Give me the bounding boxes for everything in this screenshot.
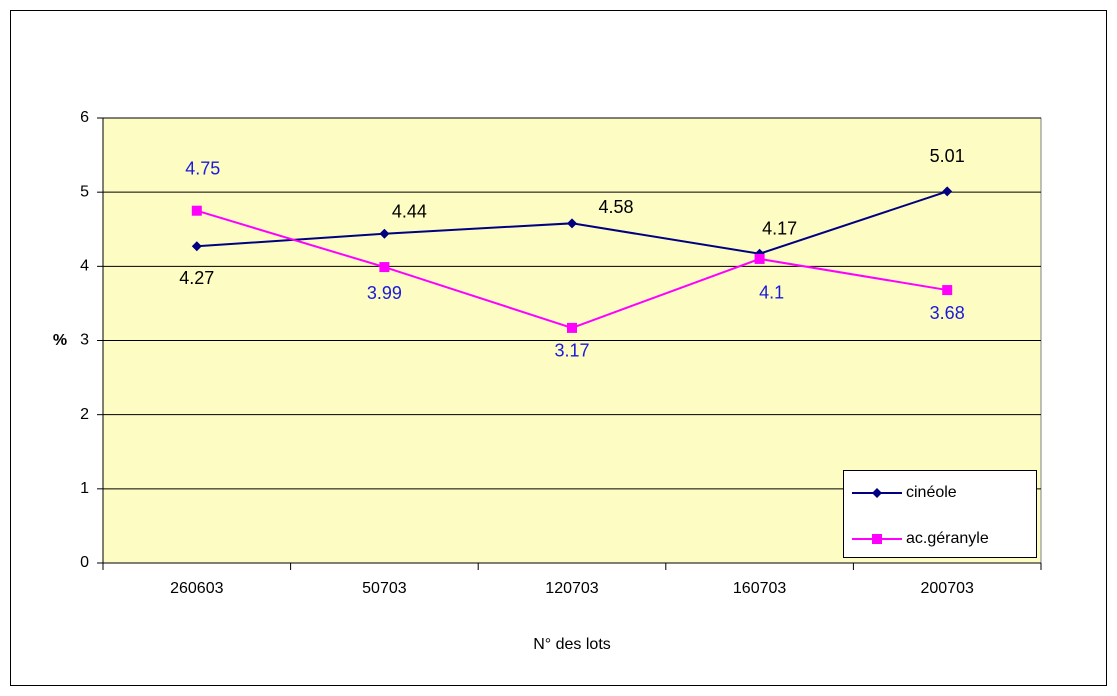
y-tick-label: 1: [80, 480, 89, 497]
data-point: [567, 218, 577, 229]
data-point: [942, 285, 953, 296]
data-label: 4.44: [392, 201, 427, 221]
data-point: [379, 262, 390, 273]
y-axis-label: %: [53, 332, 67, 349]
data-label: 5.01: [930, 146, 965, 166]
data-label: 4.75: [185, 158, 220, 178]
data-label: 4.17: [762, 218, 797, 238]
x-tick-label: 160703: [733, 580, 786, 597]
y-tick-label: 3: [80, 332, 89, 349]
x-axis-label: N° des lots: [533, 636, 611, 653]
data-label: 4.27: [179, 268, 214, 288]
data-label: 3.17: [554, 341, 589, 361]
x-tick-label: 200703: [921, 580, 974, 597]
y-tick-label: 6: [80, 109, 89, 126]
data-point: [379, 228, 390, 239]
data-point: [191, 241, 202, 252]
x-tick-label: 120703: [545, 580, 598, 597]
data-label: 4.1: [759, 283, 784, 303]
y-tick-label: 5: [80, 183, 89, 200]
legend-label: cinéole: [906, 484, 957, 501]
y-tick-label: 0: [80, 554, 89, 571]
legend-marker: [872, 534, 882, 544]
y-tick-label: 2: [80, 406, 89, 423]
data-point: [942, 186, 953, 197]
data-point: [567, 322, 577, 333]
data-label: 3.99: [367, 283, 402, 303]
y-tick-label: 4: [80, 258, 89, 275]
data-point: [754, 253, 765, 264]
data-point: [191, 205, 202, 216]
x-tick-label: 260603: [170, 580, 223, 597]
legend-marker: [872, 488, 882, 498]
data-label: 3.68: [930, 303, 965, 323]
legend-label: ac.géranyle: [906, 530, 989, 547]
data-label: 4.58: [598, 197, 633, 217]
x-tick-label: 50703: [362, 580, 407, 597]
